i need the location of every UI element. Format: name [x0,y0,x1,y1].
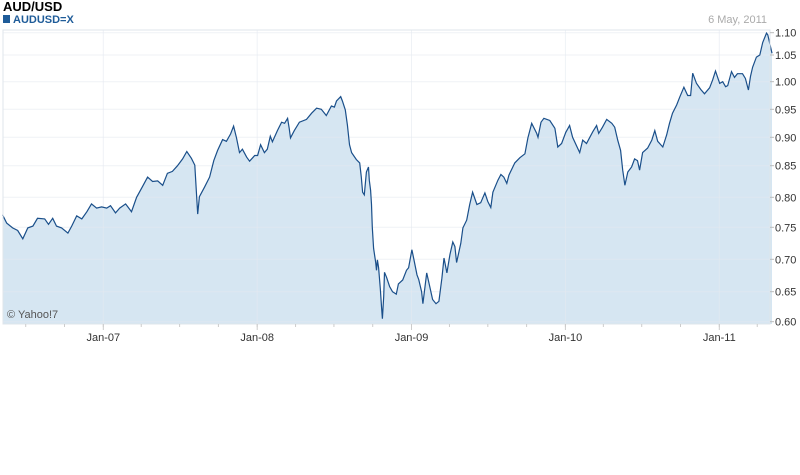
y-tick-label: 1.10 [775,28,796,40]
gridlines [3,30,770,324]
y-tick-label: 0.60 [775,317,796,329]
chart-title: AUD/USD [3,0,62,14]
y-tick-label: 0.75 [775,222,796,234]
y-tick-label: 0.80 [775,192,796,204]
price-area-fill [2,33,772,324]
legend-symbol[interactable]: AUDUSD=X [13,14,74,26]
x-tick-label: Jan-08 [240,332,274,344]
as-of-date: 6 May, 2011 [708,14,767,26]
y-tick-label: 0.90 [775,132,796,144]
price-line [1,31,773,319]
y-tick-label: 1.05 [775,50,796,62]
y-tick-label: 0.70 [775,254,796,266]
plot-border [2,29,771,325]
y-tick-label: 0.85 [775,161,796,173]
x-tick-label: Jan-09 [395,332,429,344]
x-tick-label: Jan-10 [549,332,583,344]
x-tick-label: Jan-11 [703,332,736,344]
y-tick-label: 1.00 [775,77,796,89]
x-axis: Jan-07 Jan-08 Jan-09 Jan-10 Jan-11 [25,324,758,344]
y-tick-label: 0.95 [775,104,796,116]
legend-square-icon [3,15,10,23]
copyright-text: © Yahoo!7 [7,309,58,321]
x-tick-label: Jan-07 [86,332,120,344]
y-axis: 0.60 0.65 0.70 0.75 0.80 0.85 0.90 0.95 1.00 1.05… [770,28,796,329]
y-tick-label: 0.65 [775,287,796,299]
